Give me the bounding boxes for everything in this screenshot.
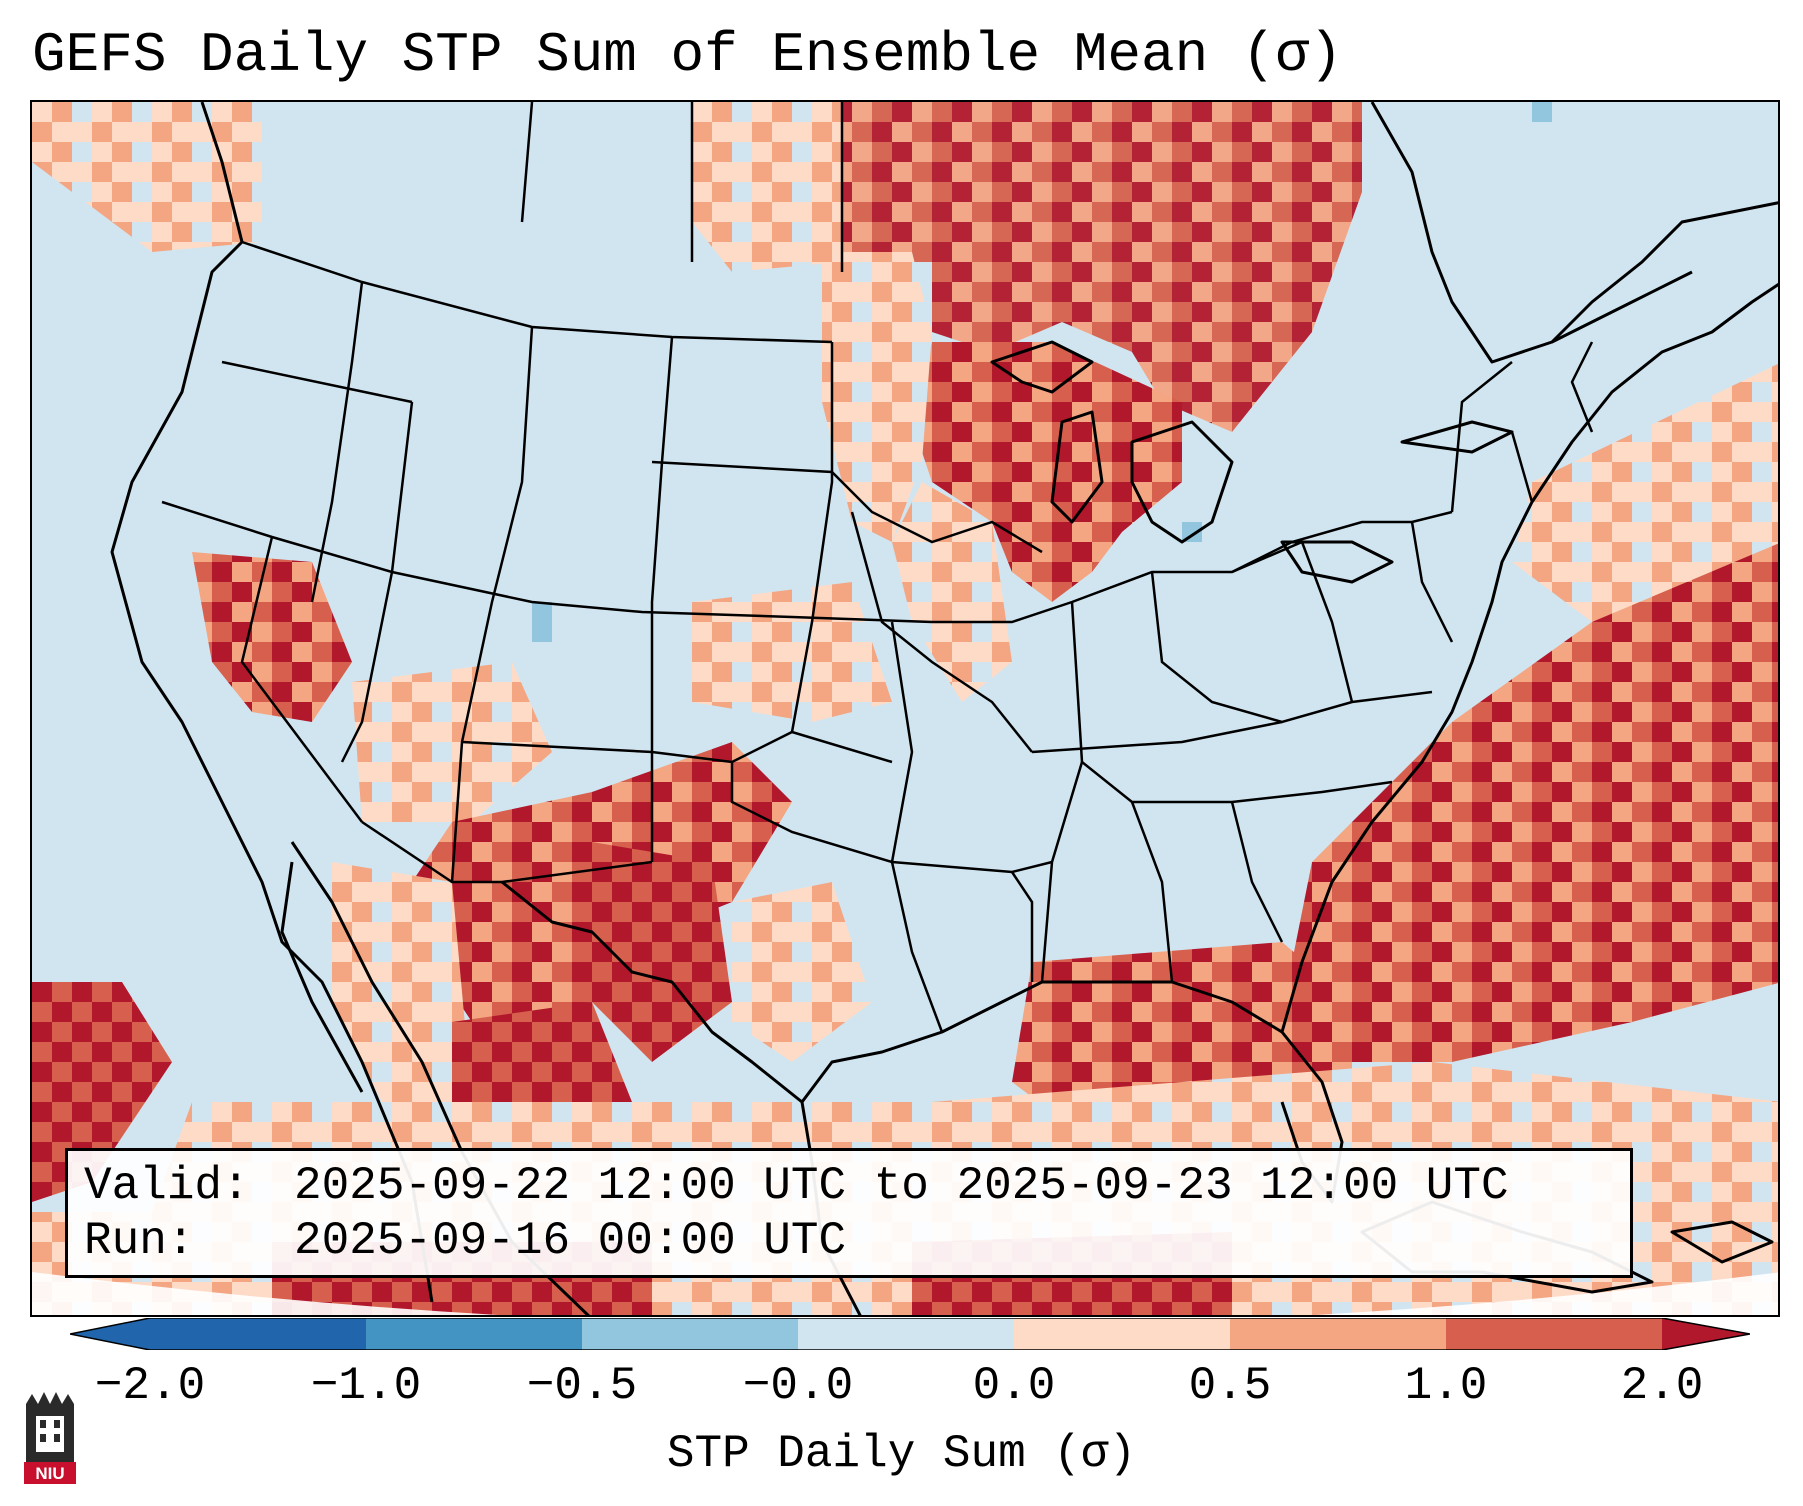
colorbar-tick-label: 0.5 [1188, 1360, 1272, 1412]
colorbar-segment [150, 1318, 366, 1350]
colorbar-extend-high [1662, 1318, 1750, 1350]
colorbar-segment [1446, 1318, 1662, 1350]
valid-value: 2025-09-22 12:00 UTC to 2025-09-23 12:00… [294, 1160, 1509, 1212]
colorbar-segment [1014, 1318, 1230, 1350]
colorbar-segment [366, 1318, 582, 1350]
run-label: Run: [84, 1215, 195, 1267]
map-panel [30, 100, 1780, 1317]
colorbar-tick-label: −0.5 [526, 1360, 638, 1412]
colorbar [70, 1318, 1750, 1350]
valid-row: Valid: 2025-09-22 12:00 UTC to 2025-09-2… [84, 1159, 1614, 1214]
colorbar-segment [1230, 1318, 1446, 1350]
colorbar-segment [798, 1318, 1014, 1350]
run-row: Run: 2025-09-16 00:00 UTC [84, 1214, 1614, 1269]
colorbar-tick-label: −0.0 [742, 1360, 854, 1412]
colorbar-tick-label: 0.0 [972, 1360, 1056, 1412]
colorbar-extend-low [70, 1318, 150, 1350]
valid-label: Valid: [84, 1160, 250, 1212]
colorbar-tick-label: 2.0 [1620, 1360, 1704, 1412]
colorbar-tick-label: −1.0 [310, 1360, 422, 1412]
niu-logo-icon: NIU [24, 1392, 76, 1484]
colorbar-segment [582, 1318, 798, 1350]
colorbar-tick-label: 1.0 [1404, 1360, 1488, 1412]
map-title: GEFS Daily STP Sum of Ensemble Mean (σ) [32, 23, 1343, 87]
state-borders [161, 102, 1594, 1033]
colorbar-label: STP Daily Sum (σ) [666, 1428, 1137, 1480]
validity-info-box: Valid: 2025-09-22 12:00 UTC to 2025-09-2… [65, 1148, 1633, 1278]
run-value: 2025-09-16 00:00 UTC [294, 1215, 847, 1267]
logo-text: NIU [35, 1464, 64, 1483]
colorbar-tick-label: −2.0 [94, 1360, 206, 1412]
